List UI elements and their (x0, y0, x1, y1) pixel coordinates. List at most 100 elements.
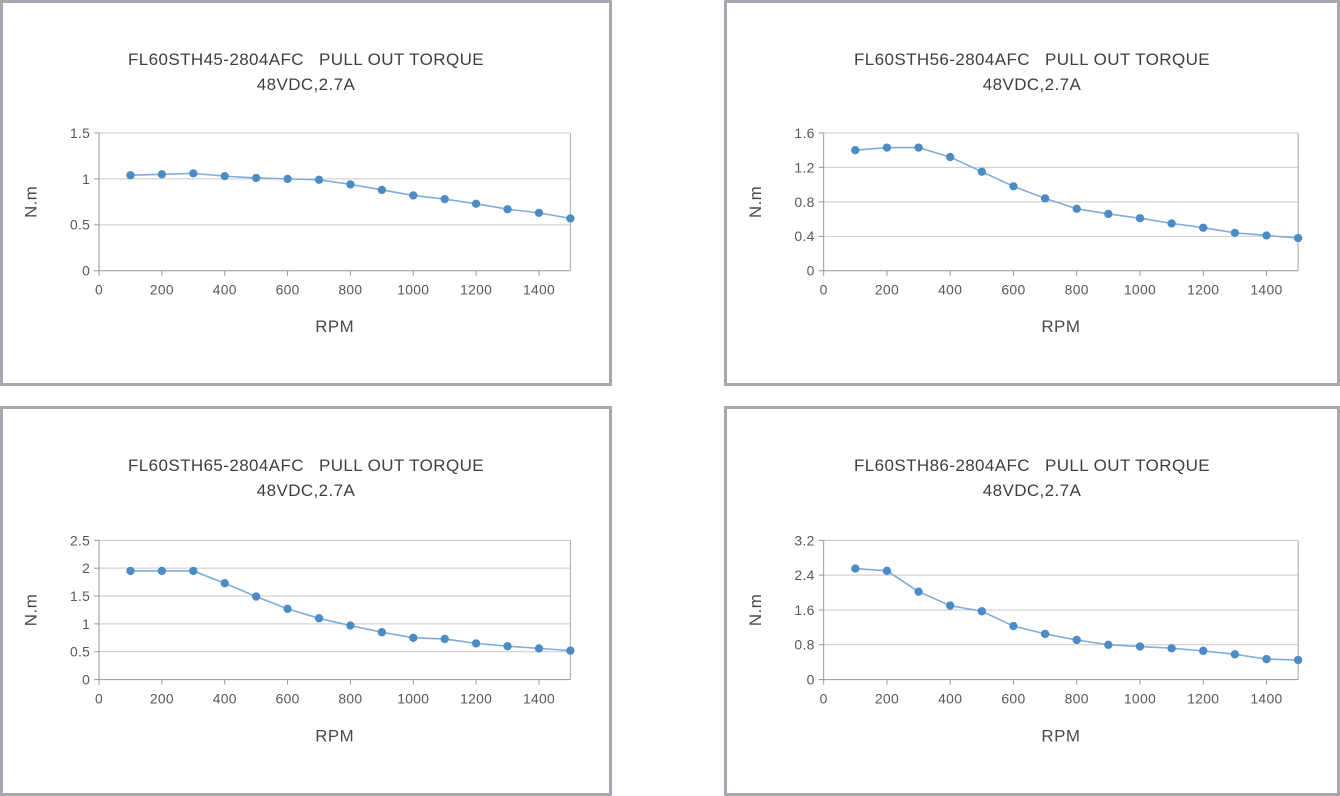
chart-title: FL60STH86-2804AFC PULL OUT TORQUE 48VDC,2… (727, 453, 1337, 503)
chart-panel-fl60sth45: FL60STH45-2804AFC PULL OUT TORQUE 48VDC,2… (0, 0, 612, 386)
data-point-marker (1040, 629, 1050, 639)
x-tick-label: 600 (276, 281, 300, 297)
x-tick-label: 1000 (397, 281, 429, 297)
x-tick-label: 0 (820, 690, 828, 706)
y-tick-label: 0.5 (70, 644, 90, 660)
data-point-marker (566, 214, 575, 223)
x-tick-label: 1000 (1124, 281, 1156, 297)
x-tick-label: 0 (820, 281, 828, 297)
chart-title-line1: FL60STH45-2804AFC PULL OUT TORQUE (3, 47, 609, 72)
data-point-marker (1262, 654, 1271, 664)
x-tick-label: 600 (1001, 690, 1025, 706)
x-axis-label: RPM (315, 726, 354, 745)
data-point-marker (346, 180, 355, 189)
torque-series-line (855, 146, 1299, 239)
chart-title-text: PULL OUT TORQUE (1044, 456, 1210, 475)
x-tick-label: 1200 (1187, 690, 1219, 706)
data-point-marker (1167, 644, 1176, 653)
chart-title-text: PULL OUT TORQUE (1044, 50, 1210, 69)
data-point-marker (914, 143, 923, 152)
data-point-marker (914, 587, 923, 596)
data-point-marker (1072, 635, 1081, 645)
x-tick-label: 600 (276, 690, 300, 706)
data-point-marker (314, 175, 324, 184)
x-axis-label: RPM (315, 317, 354, 336)
data-point-marker (283, 604, 292, 614)
data-point-marker (1135, 642, 1145, 651)
data-point-marker (157, 566, 167, 576)
data-point-marker (252, 173, 261, 183)
data-point-marker (1009, 621, 1018, 631)
data-point-marker (566, 646, 575, 655)
y-tick-label: 2.4 (794, 567, 814, 583)
x-tick-label: 1000 (1124, 690, 1156, 706)
data-point-marker (409, 191, 418, 200)
x-tick-label: 800 (338, 281, 362, 297)
data-point-marker (977, 167, 987, 176)
x-tick-label: 1400 (523, 281, 555, 297)
data-point-marker (409, 633, 418, 642)
data-point-marker (377, 185, 387, 195)
y-tick-label: 1.6 (794, 602, 814, 618)
x-tick-label: 1200 (460, 690, 492, 706)
data-point-marker (440, 634, 449, 644)
chart-title-text: PULL OUT TORQUE (318, 50, 484, 69)
data-point-marker (882, 566, 892, 575)
data-point-marker (946, 152, 955, 162)
y-tick-label: 0.4 (794, 228, 814, 244)
y-tick-label: 2 (82, 560, 90, 576)
x-tick-label: 0 (95, 690, 103, 706)
data-point-marker (1072, 204, 1081, 213)
y-axis-label: N.m (746, 186, 765, 218)
y-tick-label: 0 (82, 263, 90, 279)
data-point-marker (946, 601, 955, 610)
chart-subtitle: 48VDC,2.7A (982, 481, 1082, 500)
chart-title-model: FL60STH45-2804AFC (128, 50, 304, 69)
data-point-marker (977, 607, 987, 616)
chart-title: FL60STH65-2804AFC PULL OUT TORQUE 48VDC,2… (3, 453, 609, 503)
chart-title-line1: FL60STH86-2804AFC PULL OUT TORQUE (727, 453, 1337, 478)
torque-curve-chart: 0 200 400 600 800 1000 1200 1400 0 0.8 1.6 2.4 3.2 RP… (746, 532, 1303, 745)
data-point-marker (882, 143, 892, 152)
chart-panel-fl60sth56: FL60STH56-2804AFC PULL OUT TORQUE 48VDC,2… (724, 0, 1340, 386)
data-point-marker (220, 171, 229, 181)
data-point-marker (1230, 228, 1240, 238)
data-point-marker (1293, 233, 1303, 243)
torque-curve-chart: 0 200 400 600 800 1000 1200 1400 0 0.4 0.8 1.2 1.6 RP… (746, 125, 1303, 336)
y-tick-label: 0 (82, 672, 90, 688)
chart-title-line1: FL60STH56-2804AFC PULL OUT TORQUE (727, 47, 1337, 72)
data-point-marker (1199, 223, 1208, 232)
y-axis-label: N.m (746, 594, 765, 626)
data-point-marker (157, 170, 167, 179)
x-tick-label: 800 (1065, 281, 1089, 297)
data-point-marker (1199, 646, 1208, 656)
chart-title-model: FL60STH65-2804AFC (128, 456, 304, 475)
data-point-marker (851, 564, 860, 573)
data-point-marker (346, 621, 355, 630)
chart-title: FL60STH45-2804AFC PULL OUT TORQUE 48VDC,2… (3, 47, 609, 97)
data-point-marker (1167, 219, 1176, 228)
chart-title-model: FL60STH56-2804AFC (854, 50, 1030, 69)
y-tick-label: 0.8 (794, 637, 814, 653)
x-tick-label: 1400 (1250, 690, 1282, 706)
y-tick-label: 1.2 (794, 159, 814, 175)
x-tick-label: 600 (1001, 281, 1025, 297)
chart-title-model: FL60STH86-2804AFC (854, 456, 1030, 475)
data-point-marker (283, 174, 292, 184)
x-tick-label: 200 (875, 690, 899, 706)
data-point-marker (189, 566, 198, 576)
y-tick-label: 1.5 (70, 125, 90, 141)
y-tick-label: 1.6 (794, 125, 814, 141)
data-point-marker (220, 579, 229, 588)
y-axis-label: N.m (22, 594, 41, 626)
chart-panel-fl60sth86: FL60STH86-2804AFC PULL OUT TORQUE 48VDC,2… (724, 406, 1340, 796)
y-tick-label: 0 (807, 672, 815, 688)
data-point-marker (503, 641, 512, 651)
x-tick-label: 0 (95, 281, 103, 297)
x-axis-label: RPM (1041, 317, 1080, 336)
data-point-marker (252, 592, 261, 601)
data-point-marker (503, 205, 512, 214)
y-tick-label: 0.8 (794, 194, 814, 210)
torque-series-line (130, 570, 571, 652)
x-tick-label: 400 (213, 281, 237, 297)
